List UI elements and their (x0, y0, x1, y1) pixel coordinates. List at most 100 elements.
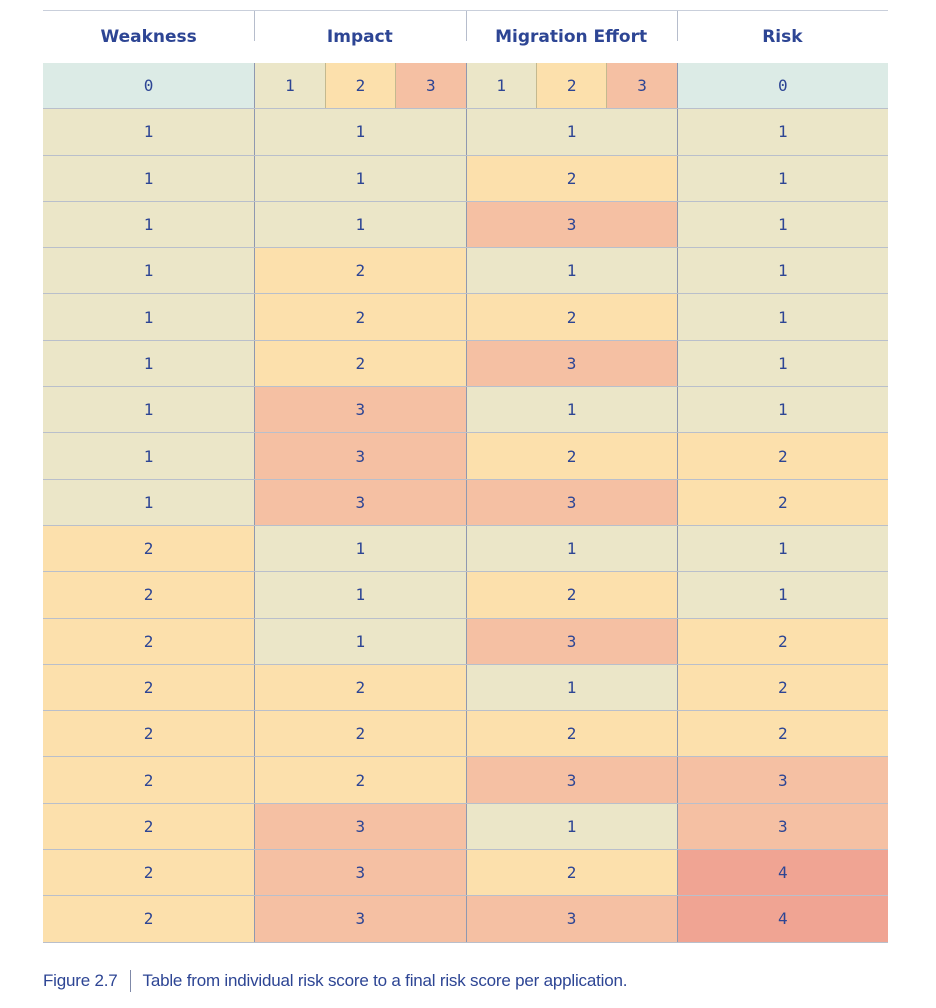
risk-cell: 2 (676, 433, 888, 479)
risk-cell: 1 (676, 109, 888, 155)
legend-row: 0 1 2 3 1 2 3 0 (43, 63, 888, 110)
legend-risk: 0 (676, 63, 888, 109)
impact-cell: 1 (254, 109, 466, 155)
risk-cell: 1 (676, 387, 888, 433)
legend-impact-1: 1 (255, 63, 325, 109)
impact-cell: 2 (254, 711, 466, 757)
risk-cell: 4 (676, 850, 888, 896)
impact-cell: 2 (254, 294, 466, 340)
impact-cell: 3 (254, 433, 466, 479)
impact-cell: 1 (254, 572, 466, 618)
legend-impact: 1 2 3 (254, 63, 466, 109)
impact-cell: 3 (254, 479, 466, 525)
legend-effort-2: 2 (535, 63, 607, 109)
migration-effort-cell: 3 (465, 757, 677, 803)
weakness-cell: 2 (43, 803, 255, 850)
header-impact: Impact (254, 11, 465, 63)
migration-effort-cell: 3 (465, 896, 677, 942)
migration-effort-cell: 1 (465, 248, 677, 294)
legend-impact-2: 2 (324, 63, 396, 109)
migration-effort-cell: 1 (465, 525, 677, 572)
risk-cell: 1 (676, 201, 888, 248)
risk-cell: 3 (676, 757, 888, 803)
figure-number: Figure 2.7 (43, 971, 118, 990)
weakness-cell: 1 (43, 340, 255, 387)
risk-cell: 1 (676, 248, 888, 294)
risk-cell: 1 (676, 155, 888, 201)
migration-effort-cell: 1 (465, 803, 677, 850)
weakness-cell: 1 (43, 294, 255, 340)
impact-cell: 2 (254, 757, 466, 803)
impact-cell: 2 (254, 340, 466, 387)
weakness-cell: 2 (43, 757, 255, 803)
header-risk: Risk (676, 11, 888, 63)
legend-effort-3: 3 (606, 63, 677, 109)
migration-effort-cell: 2 (465, 294, 677, 340)
weakness-cell: 1 (43, 479, 255, 525)
impact-cell: 3 (254, 803, 466, 850)
impact-cell: 3 (254, 387, 466, 433)
risk-table: Weakness Impact Migration Effort Risk 0 … (43, 10, 888, 943)
migration-effort-cell: 1 (465, 664, 677, 711)
impact-cell: 3 (254, 850, 466, 896)
risk-cell: 2 (676, 479, 888, 525)
risk-cell: 1 (676, 340, 888, 387)
weakness-cell: 2 (43, 618, 255, 664)
impact-cell: 3 (254, 896, 466, 942)
risk-cell: 2 (676, 711, 888, 757)
impact-cell: 2 (254, 248, 466, 294)
weakness-cell: 1 (43, 248, 255, 294)
migration-effort-cell: 3 (465, 340, 677, 387)
risk-cell: 1 (676, 572, 888, 618)
weakness-cell: 2 (43, 572, 255, 618)
risk-cell: 3 (676, 803, 888, 850)
weakness-cell: 1 (43, 155, 255, 201)
impact-cell: 1 (254, 201, 466, 248)
legend-effort-1: 1 (466, 63, 536, 109)
impact-cell: 1 (254, 155, 466, 201)
legend-effort: 1 2 3 (465, 63, 677, 109)
migration-effort-cell: 2 (465, 433, 677, 479)
risk-cell: 2 (676, 664, 888, 711)
risk-cell: 1 (676, 294, 888, 340)
weakness-cell: 2 (43, 711, 255, 757)
caption-divider (129, 970, 131, 992)
weakness-cell: 2 (43, 850, 255, 896)
weakness-cell: 2 (43, 896, 255, 942)
weakness-cell: 1 (43, 433, 255, 479)
legend-weakness: 0 (43, 63, 255, 109)
header-migration-effort: Migration Effort (465, 11, 677, 63)
migration-effort-cell: 3 (465, 479, 677, 525)
weakness-cell: 1 (43, 201, 255, 248)
weakness-cell: 2 (43, 525, 255, 572)
weakness-cell: 2 (43, 664, 255, 711)
impact-cell: 2 (254, 664, 466, 711)
migration-effort-cell: 2 (465, 572, 677, 618)
migration-effort-cell: 2 (465, 155, 677, 201)
table-header: Weakness Impact Migration Effort Risk (43, 10, 888, 63)
migration-effort-cell: 3 (465, 201, 677, 248)
caption-text: Table from individual risk score to a fi… (142, 971, 628, 990)
risk-cell: 4 (676, 896, 888, 942)
impact-cell: 1 (254, 525, 466, 572)
header-weakness: Weakness (100, 27, 197, 47)
weakness-cell: 1 (43, 109, 255, 155)
legend-impact-3: 3 (395, 63, 466, 109)
migration-effort-cell: 1 (465, 387, 677, 433)
